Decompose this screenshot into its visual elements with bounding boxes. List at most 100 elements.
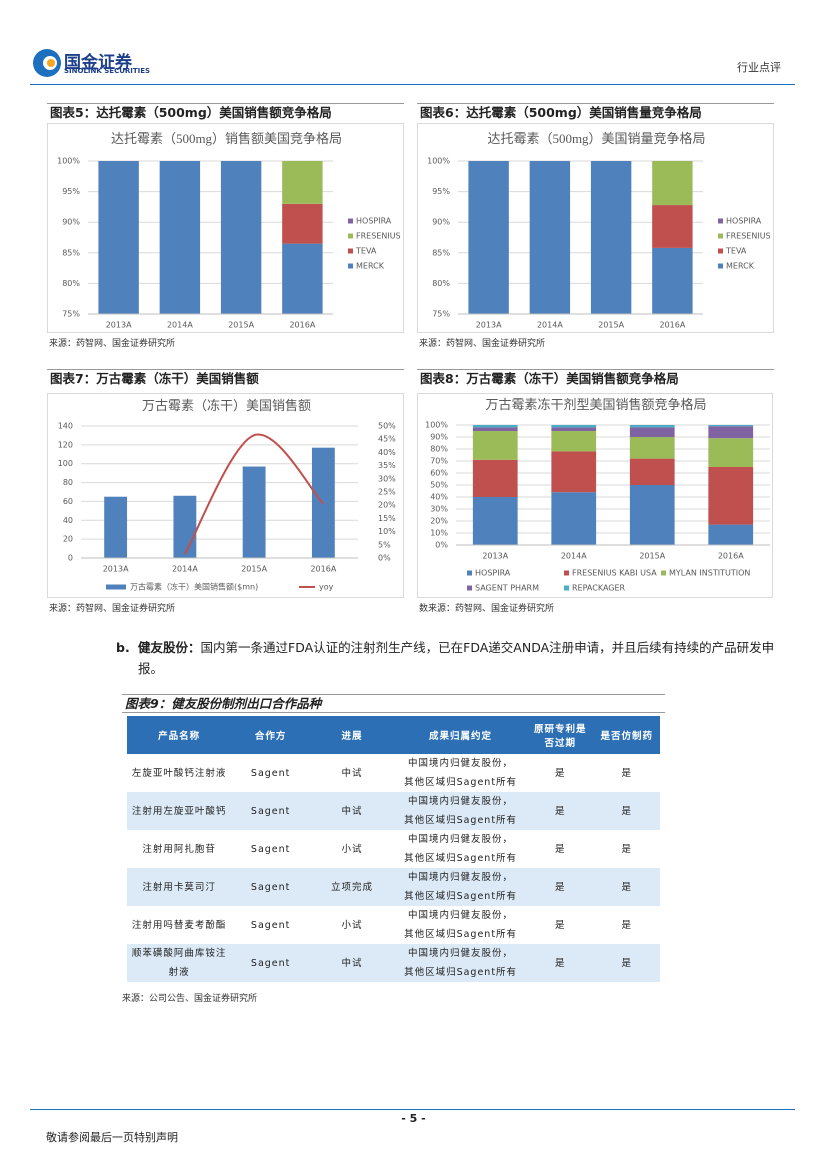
logo-text: 国金证券 — [64, 53, 132, 73]
bar — [282, 203, 323, 244]
y-tick-label: 40% — [430, 493, 448, 502]
figure-caption: 图表5：达托霉素（500mg）美国销售额竞争格局 — [47, 103, 404, 121]
table-cell: 中试 — [341, 767, 363, 779]
y-tick-label: 30% — [430, 505, 448, 514]
y-tick-label: 40 — [63, 516, 73, 525]
table-cell: Sagent — [250, 919, 291, 931]
figure-caption: 图表7：万古霉素（冻干）美国销售额 — [47, 369, 404, 387]
table-cell: 小试 — [341, 919, 363, 931]
logo-subtext: SINOLINK SECURITIES — [64, 67, 151, 75]
legend-swatch — [348, 218, 353, 224]
y2-tick-label: 35% — [378, 461, 396, 470]
bar — [652, 205, 693, 248]
column-header: 成果归属约定 — [394, 716, 528, 754]
x-tick-label: 2014A — [537, 321, 563, 330]
table-cell: 是 — [555, 767, 566, 779]
y-tick-label: 100% — [427, 157, 450, 166]
bar — [472, 497, 518, 545]
bar — [629, 458, 675, 485]
y-tick-label: 60% — [430, 469, 448, 478]
chart: 万古霉素（冻干）美国销售额 0 20 40 60 80 100 120 140 0% 5% 10% 15… — [47, 393, 404, 598]
table-row: 注射用卡莫司汀 Sagent 立项完成 中国境内归健友股份，其他区域归Sagent所有… — [127, 868, 660, 906]
table-cell: 中国境内归健友股份，其他区域归Sagent所有 — [404, 834, 518, 864]
plot — [98, 161, 323, 314]
y-tick-label: 0 — [68, 554, 73, 563]
table-cell: 注射用左旋亚叶酸钙 — [127, 792, 232, 830]
table-cell: 是 — [593, 868, 660, 906]
y-tick-label: 100% — [57, 157, 80, 166]
y-tick-label: 90% — [430, 433, 448, 442]
legend-label: TEVA — [725, 247, 747, 256]
legend-label: MYLAN INSTITUTION — [669, 569, 750, 578]
legend-label: HOSPIRA — [726, 217, 762, 226]
page-number: - 5 - — [401, 1112, 426, 1125]
legend-swatch — [564, 570, 569, 576]
footer-rule — [30, 1109, 795, 1110]
y-tick-label: 10% — [430, 529, 448, 538]
table-cell: Sagent — [231, 944, 311, 982]
column-header: 是否仿制药 — [593, 716, 660, 754]
legend-label: FRESENIUS KABI USA — [572, 569, 657, 578]
y2-tick-label: 50% — [378, 422, 396, 431]
y-tick-label: 140 — [58, 422, 73, 431]
chart-title: 万古霉素冻干剂型美国销售额竞争格局 — [485, 397, 706, 412]
bar — [472, 425, 518, 428]
table-cell: 左旋亚叶酸钙注射液 — [131, 767, 227, 779]
figure-caption: 图表8：万古霉素（冻干）美国销售额竞争格局 — [417, 369, 774, 387]
y2-tick-label: 30% — [378, 474, 396, 483]
table-cell: 是 — [621, 843, 632, 855]
table-row: 注射用吗替麦考酚酯 Sagent 小试 中国境内归健友股份，其他区域归Sagent所有… — [127, 906, 660, 944]
x-tick-label: 2016A — [289, 321, 315, 330]
bar — [708, 425, 754, 427]
y-tick-label: 0% — [435, 541, 448, 550]
plot — [104, 447, 335, 558]
x-tick-label: 2016A — [659, 321, 685, 330]
bar — [590, 161, 632, 314]
column-header: 合作方 — [231, 716, 311, 754]
bar — [468, 161, 509, 314]
x-tick-label: 2014A — [167, 321, 193, 330]
table-cell: 是 — [593, 944, 660, 982]
chart-title: 万古霉素（冻干）美国销售额 — [142, 398, 311, 413]
y-tick-label: 75% — [432, 310, 450, 319]
bar — [472, 427, 518, 431]
legend-label: REPACKAGER — [572, 584, 626, 593]
table-row: 顺苯磺酸阿曲库铵注射液 Sagent 中试 中国境内归健友股份，其他区域归Sagent… — [127, 944, 660, 982]
plot — [468, 161, 693, 314]
legend-swatch — [106, 584, 126, 590]
bar — [472, 459, 518, 497]
table-cell: Sagent — [231, 792, 311, 830]
chart: 达托霉素（500mg）销售额美国竞争格局 75% 80% 85% 90% 95% 100% 2… — [47, 123, 404, 333]
y-tick-label: 90% — [432, 218, 450, 227]
y-tick-label: 75% — [62, 310, 80, 319]
table-cell: 是 — [593, 792, 660, 830]
legend-label: HOSPIRA — [356, 217, 392, 226]
paragraph: b. 健友股份：国内第一条通过FDA认证的注射剂生产线，已在FDA递交ANDA注… — [116, 637, 781, 679]
legend-label: MERCK — [726, 262, 755, 271]
legend-swatch — [348, 263, 353, 269]
paragraph-text: 国内第一条通过FDA认证的注射剂生产线，已在FDA递交ANDA注册申请，并且后续… — [138, 640, 775, 676]
legend-label: FRESENIUS — [356, 232, 401, 241]
figure-source: 来源：药智网、国金证券研究所 — [419, 339, 546, 349]
bar — [282, 243, 323, 314]
table-cell: 中国境内归健友股份，其他区域归Sagent所有 — [394, 944, 528, 982]
disclaimer: 敬请参阅最后一页特别声明 — [46, 1131, 178, 1144]
x-tick-label: 2013A — [103, 565, 129, 574]
table-cell: 注射用吗替麦考酚酯 — [131, 919, 227, 931]
y2-tick-label: 25% — [378, 488, 396, 497]
table-cell: 是 — [527, 944, 594, 982]
table-cell: Sagent — [250, 843, 291, 855]
table-row: 注射用阿扎胞苷 Sagent 小试 中国境内归健友股份，其他区域归Sagent所有 是 是 — [127, 830, 660, 868]
y-tick-label: 20% — [430, 517, 448, 526]
bar — [98, 161, 139, 314]
x-tick-label: 2015A — [228, 321, 254, 330]
line — [184, 433, 325, 555]
legend-label: TEVA — [355, 247, 377, 256]
bar — [220, 161, 262, 314]
chart-title: 达托霉素（500mg）美国销量竞争格局 — [487, 131, 705, 146]
chart: 万古霉素冻干剂型美国销售额竞争格局 0% 10% 20% 30% 40% 50% 60% 70%… — [417, 393, 773, 598]
legend-swatch — [467, 585, 472, 591]
bar — [551, 425, 597, 428]
plot — [472, 425, 754, 545]
